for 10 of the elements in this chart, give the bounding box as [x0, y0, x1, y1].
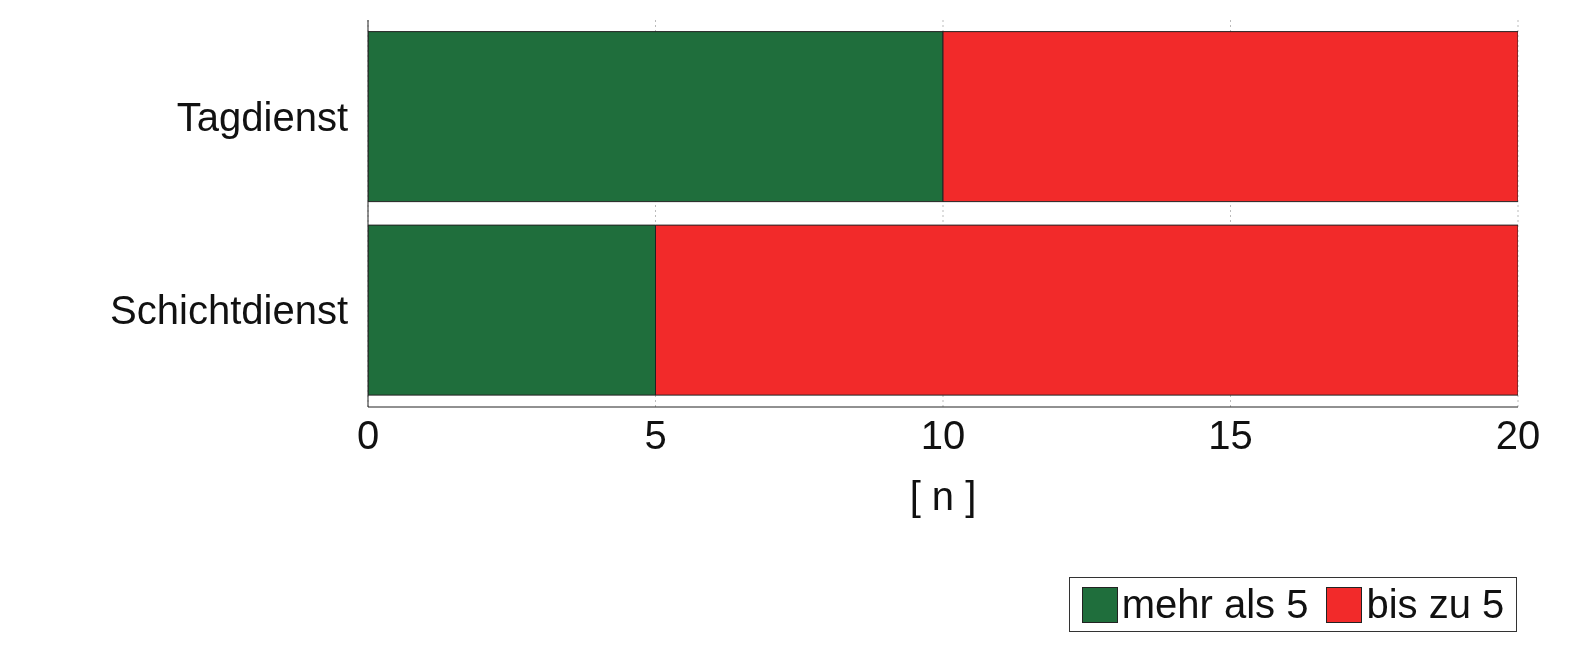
x-axis-title: [ n ] — [909, 474, 977, 519]
x-tick-label: 5 — [644, 413, 667, 458]
legend-label: mehr als 5 — [1120, 582, 1309, 627]
x-tick-label: 0 — [356, 413, 380, 458]
x-tick-label: 20 — [1495, 413, 1541, 458]
x-tick-label: 15 — [1208, 413, 1253, 458]
legend-label: bis zu 5 — [1365, 582, 1505, 627]
y-tick-label: Tagdienst — [176, 94, 348, 139]
y-tick-label: Schichtdienst — [110, 288, 348, 333]
x-tick-label: 10 — [920, 413, 966, 458]
